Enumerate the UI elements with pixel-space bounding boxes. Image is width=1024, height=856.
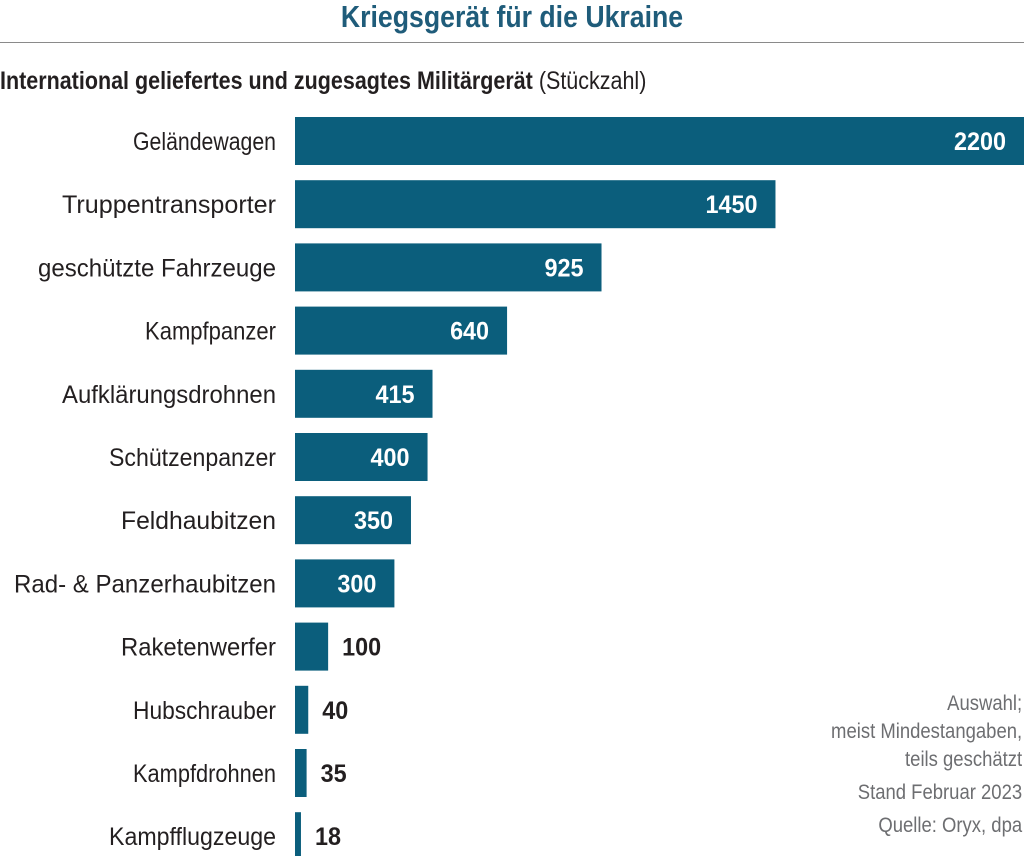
bar	[295, 117, 1024, 165]
category-label: Geländewagen	[133, 128, 276, 156]
category-label: Feldhaubitzen	[121, 507, 276, 535]
category-label: Aufklärungsdrohnen	[62, 381, 276, 409]
bar	[295, 369, 433, 418]
value-label: 100	[342, 634, 381, 662]
value-label: 18	[315, 823, 341, 851]
bar	[295, 622, 329, 671]
chart-title: Kriegsgerät für die Ukraine	[340, 0, 684, 34]
category-label: Raketenwerfer	[121, 634, 276, 662]
value-label: 415	[376, 381, 415, 409]
category-label: Kampfpanzer	[145, 318, 276, 346]
note-estimated: teils geschätzt	[904, 748, 1022, 771]
chart-notes: Auswahl; meist Mindestangaben, teils ges…	[831, 690, 1022, 840]
note-selection: Auswahl;	[947, 692, 1022, 715]
category-label: Schützenpanzer	[109, 444, 276, 472]
category-label: Rad- & Panzerhaubitzen	[14, 570, 276, 598]
note-source: Quelle: Oryx, dpa	[878, 814, 1022, 837]
value-label: 400	[371, 444, 410, 472]
subtitle-unit: (Stückzahl)	[538, 67, 647, 95]
bar	[295, 496, 411, 545]
category-label: Hubschrauber	[133, 697, 276, 725]
note-minimum: meist Mindestangaben,	[830, 720, 1022, 743]
value-label: 925	[545, 254, 584, 282]
title-divider	[0, 42, 1024, 43]
value-label: 350	[354, 507, 393, 535]
category-label: Kampfdrohnen	[133, 760, 276, 788]
value-label: 35	[321, 760, 347, 788]
category-label: Kampfflugzeuge	[109, 823, 276, 851]
chart-subtitle: International geliefertes und zugesagtes…	[0, 66, 646, 96]
value-label: 300	[337, 570, 376, 598]
subtitle-main: International geliefertes und zugesagtes…	[0, 67, 533, 95]
bar	[295, 180, 776, 229]
value-label: 1450	[705, 191, 757, 219]
category-label: Truppentransporter	[62, 191, 276, 219]
value-label: 2200	[954, 128, 1006, 156]
bar	[295, 749, 307, 797]
bar	[295, 559, 395, 608]
bar	[295, 306, 508, 355]
value-label: 40	[322, 697, 348, 725]
note-date: Stand Februar 2023	[857, 781, 1022, 804]
bar	[295, 685, 309, 734]
value-label: 640	[450, 318, 489, 346]
bar	[295, 433, 428, 481]
bar	[295, 812, 301, 856]
category-label: geschützte Fahrzeuge	[38, 254, 276, 282]
bar	[295, 243, 602, 292]
